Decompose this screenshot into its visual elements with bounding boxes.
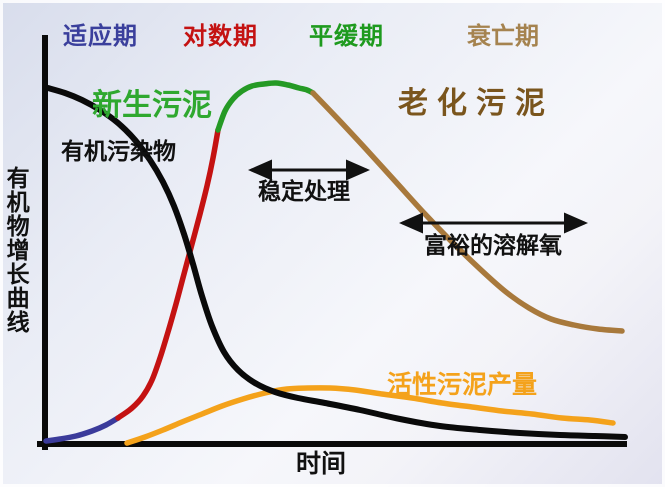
- phase-label-decline: 衰亡期: [467, 23, 539, 50]
- activated-sludge-curve: [124, 385, 616, 446]
- phase-label-stationary: 平缓期: [309, 23, 384, 50]
- stabilization-label: 稳定处理: [258, 178, 350, 204]
- organic-pollutant-curve: [45, 85, 628, 440]
- growth-lag-segment: [43, 415, 121, 444]
- sludge-yield-label: 活性污泥产量: [387, 371, 538, 399]
- organic-pollutant-label: 有机污染物: [61, 138, 176, 164]
- phase-label-log: 对数期: [183, 23, 258, 50]
- growth-log-segment: [115, 127, 221, 421]
- x-axis-label: 时间: [296, 450, 347, 478]
- growth-decline-segment: [310, 90, 625, 334]
- dissolved-oxygen-label: 富裕的溶解氧: [424, 232, 562, 258]
- y-axis-label: 有机物增长曲线: [3, 166, 30, 334]
- growth-stationary-segment: [215, 80, 316, 133]
- aged-sludge-label: 老化污泥: [398, 87, 554, 120]
- data-curves: [43, 80, 628, 446]
- phase-label-lag: 适应期: [63, 23, 138, 50]
- new-sludge-label: 新生污泥: [92, 89, 212, 122]
